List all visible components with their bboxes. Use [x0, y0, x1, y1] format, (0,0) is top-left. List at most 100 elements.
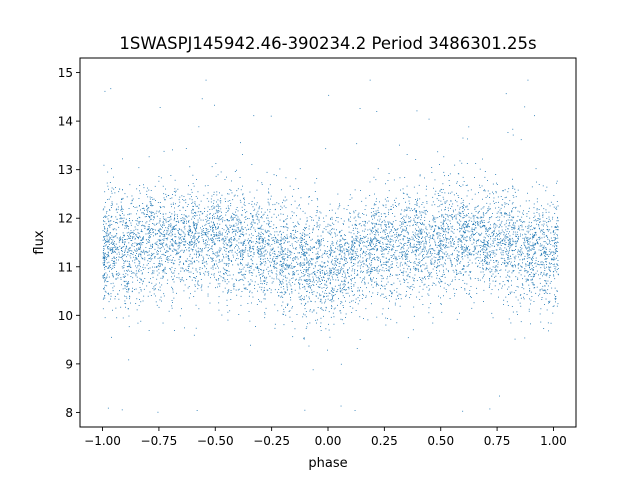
data-point — [334, 232, 336, 234]
data-point — [371, 248, 373, 250]
data-point — [135, 303, 137, 304]
data-point — [330, 247, 331, 249]
data-point — [301, 275, 303, 277]
data-point — [284, 259, 285, 261]
data-point — [217, 215, 218, 217]
data-point — [157, 239, 159, 241]
data-point — [348, 275, 350, 277]
data-point — [129, 218, 130, 219]
data-point — [344, 243, 346, 245]
data-point — [298, 224, 300, 225]
data-point — [231, 232, 233, 234]
data-point — [381, 227, 382, 229]
data-point — [210, 257, 211, 259]
data-point — [237, 228, 239, 230]
data-point — [311, 281, 313, 283]
data-point — [197, 221, 199, 223]
data-point — [282, 237, 284, 239]
data-point — [211, 237, 213, 239]
data-point — [294, 258, 296, 260]
data-point — [395, 259, 397, 261]
data-point — [244, 249, 246, 251]
data-point — [292, 247, 294, 249]
data-point — [261, 247, 263, 249]
data-point — [279, 269, 281, 271]
data-point — [240, 201, 242, 203]
data-point — [183, 239, 184, 240]
data-point — [169, 198, 171, 199]
data-point — [147, 263, 149, 264]
data-point — [369, 243, 371, 245]
data-point — [277, 234, 279, 236]
data-point — [124, 287, 126, 289]
data-point — [207, 206, 209, 208]
data-point — [413, 279, 415, 281]
data-point — [159, 239, 160, 241]
data-point — [344, 259, 346, 260]
data-point — [128, 231, 130, 233]
data-point — [388, 269, 390, 271]
data-point — [109, 250, 111, 252]
data-point — [313, 279, 314, 281]
data-point — [162, 242, 164, 244]
data-point — [317, 297, 319, 299]
data-point — [231, 180, 232, 182]
data-points — [102, 79, 559, 413]
data-point — [176, 253, 177, 254]
data-point — [353, 265, 355, 266]
data-point — [316, 178, 318, 179]
data-point — [267, 217, 269, 219]
data-point — [183, 226, 185, 228]
data-point — [406, 229, 407, 231]
data-point — [136, 242, 138, 244]
data-point — [121, 199, 122, 200]
data-point — [318, 229, 319, 231]
data-point — [104, 290, 106, 292]
data-point — [159, 247, 161, 249]
data-point — [152, 223, 153, 224]
data-point — [107, 230, 109, 232]
data-point — [139, 235, 140, 237]
data-point — [217, 227, 219, 229]
data-point — [351, 242, 353, 244]
data-point — [149, 291, 151, 293]
data-point — [277, 256, 279, 258]
data-point — [379, 242, 381, 244]
data-point — [130, 257, 132, 259]
data-point — [219, 271, 221, 273]
data-point — [175, 225, 177, 226]
data-point — [300, 299, 302, 301]
data-point — [242, 244, 244, 246]
data-point — [283, 258, 285, 260]
data-point — [413, 245, 415, 247]
data-point — [308, 268, 309, 270]
data-point — [356, 235, 358, 237]
data-point — [242, 244, 244, 246]
data-point — [174, 217, 175, 219]
data-point — [235, 222, 237, 224]
data-point — [111, 203, 113, 204]
data-point — [305, 251, 307, 253]
data-point — [120, 215, 121, 217]
data-point — [185, 247, 186, 248]
data-point — [136, 267, 138, 269]
data-point — [116, 237, 118, 239]
data-point — [105, 257, 107, 259]
data-point — [343, 265, 345, 267]
data-point — [108, 252, 109, 254]
data-point — [382, 293, 384, 295]
data-point — [241, 250, 243, 252]
data-point — [220, 197, 221, 199]
data-point — [331, 299, 333, 301]
data-point — [152, 198, 154, 200]
data-point — [259, 227, 261, 229]
data-point — [395, 274, 397, 276]
data-point — [110, 220, 112, 222]
data-point — [267, 257, 268, 259]
data-point — [398, 240, 399, 242]
data-point — [167, 233, 169, 235]
data-point — [166, 259, 168, 260]
data-point — [334, 273, 336, 275]
data-point — [183, 232, 185, 234]
data-point — [406, 185, 408, 187]
